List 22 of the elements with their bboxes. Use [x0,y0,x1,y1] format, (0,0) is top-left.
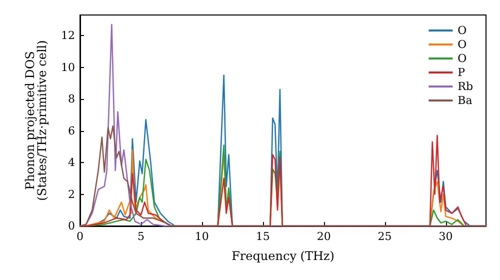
y-tick-label: 2 [68,188,75,201]
x-tick-label: 0 [76,230,84,243]
legend-label: O [458,24,467,37]
y-tick-label: 12 [61,29,75,42]
legend-label: O [458,38,467,51]
legend-label: Rb [458,80,474,93]
x-axis-title: Frequency (THz) [232,249,334,263]
x-tick-label: 15 [256,230,270,243]
x-tick-label: 25 [378,230,392,243]
x-tick-label: 10 [194,230,209,243]
y-tick-label: 4 [68,156,75,170]
y-tick-label: 6 [68,124,75,138]
x-tick-label: 5 [137,230,144,243]
legend-label: O [458,52,467,65]
y-tick-label: 10 [61,60,75,74]
y-tick-label: 0 [68,220,75,232]
x-tick-label: 20 [316,230,331,243]
y-tick-label: 8 [68,92,75,106]
y-axis-title: Phonon projected DOS (States/THz·primitive cell) [23,40,49,201]
x-tick-label: 30 [438,230,453,243]
legend-label: Ba [458,94,473,107]
legend-label: P [458,66,466,79]
